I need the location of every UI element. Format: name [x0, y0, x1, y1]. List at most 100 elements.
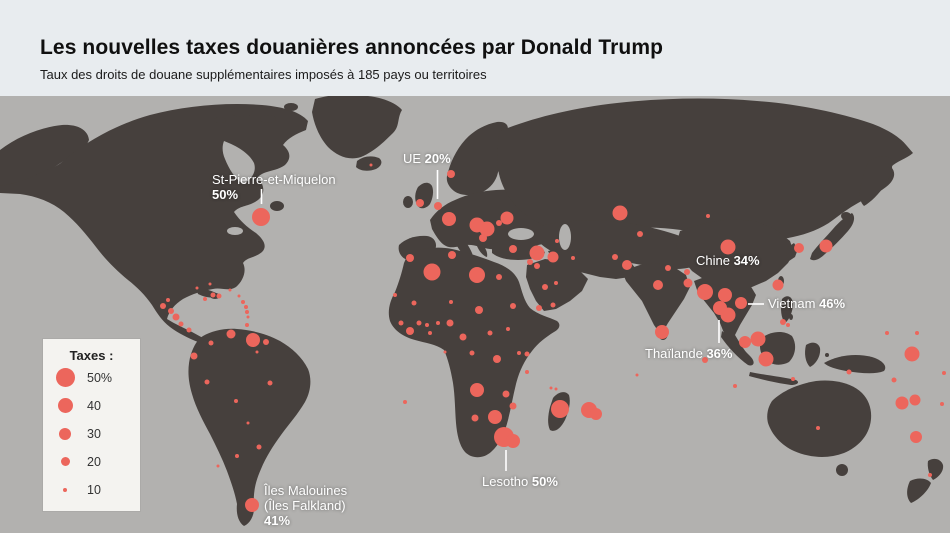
callout-line: St-Pierre-et-Miquelon: [212, 172, 336, 187]
tariff-circle: [235, 454, 239, 458]
tariff-circle: [940, 402, 944, 406]
hudson-bay: [222, 141, 255, 184]
tariff-circle: [448, 251, 456, 259]
tariff-circle: [525, 370, 529, 374]
tariff-circle: [885, 331, 889, 335]
legend-dot-cell: [43, 487, 87, 492]
tariff-circle: [720, 307, 736, 323]
legend-items: 50% 40 30 20 10: [43, 364, 140, 503]
tariff-circle: [267, 380, 273, 386]
tariff-circle: [786, 323, 790, 327]
black-sea: [508, 228, 534, 240]
landmass-alaska: [0, 124, 89, 188]
landmass-australia: [767, 380, 872, 457]
callout-line: Thaïlande 36%: [645, 346, 732, 361]
landmass-greece: [477, 243, 488, 257]
landmass-tasmania: [836, 464, 848, 476]
tariff-circle: [506, 434, 520, 448]
tariff-circle: [475, 306, 483, 314]
tariff-circle: [735, 297, 747, 309]
tariff-circle: [895, 396, 909, 410]
landmass-china: [676, 219, 794, 289]
legend-dot-cell: [43, 398, 87, 413]
tariff-circle: [228, 288, 232, 292]
tariff-circle: [216, 464, 220, 468]
tariff-circle: [772, 279, 784, 291]
tariff-circle: [819, 239, 833, 253]
landmass-india: [622, 263, 690, 335]
tariff-circle: [446, 319, 454, 327]
tariff-circle: [571, 256, 575, 260]
callout-label: Lesotho: [482, 474, 532, 489]
tariff-circle: [246, 333, 260, 347]
tariff-circle: [684, 269, 690, 275]
tariff-circle: [226, 329, 236, 339]
tariff-circle: [891, 377, 897, 383]
tariff-circle: [241, 300, 245, 304]
tariff-circle: [245, 498, 259, 512]
callout-line: Vietnam 46%: [768, 296, 845, 311]
tariff-circle: [208, 340, 214, 346]
tariff-circle: [488, 410, 502, 424]
tariff-circle: [204, 379, 210, 385]
callout-line: 50%: [212, 187, 336, 202]
landmass-new-guinea: [824, 355, 886, 374]
tariff-circle: [168, 308, 174, 314]
landmass-arctic-island: [284, 103, 298, 111]
tariff-circle: [509, 245, 517, 253]
tariff-circle: [655, 325, 669, 339]
callout-value: 50%: [531, 474, 558, 489]
tariff-circle: [637, 231, 643, 237]
landmass-arctic-island: [231, 107, 253, 117]
landmass-arabia: [526, 259, 588, 311]
legend-row: 10: [43, 476, 140, 503]
tariff-circle: [702, 357, 708, 363]
tariff-circle: [210, 292, 216, 298]
legend-label: 40: [87, 398, 101, 413]
callout-label: (Îles Falkland): [264, 498, 346, 513]
tariff-circle: [496, 220, 502, 226]
tariff-circle: [403, 400, 407, 404]
callout-lesotho: Lesotho 50%: [482, 474, 558, 489]
tariff-circle: [846, 369, 852, 375]
landmass-moluccas: [825, 353, 829, 357]
tariff-circle: [256, 444, 262, 450]
tariff-circle: [791, 377, 795, 381]
tariff-circle: [423, 263, 441, 281]
callout-label: UE: [403, 151, 425, 166]
tariff-circle: [739, 336, 751, 348]
world-map-svg: [0, 96, 946, 526]
callout-label: Thaïlande: [645, 346, 707, 361]
tariff-circle: [554, 281, 558, 285]
callout-value: 36%: [706, 346, 733, 361]
legend-dot-cell: [43, 368, 87, 387]
tariff-circle: [547, 251, 559, 263]
tariff-circle: [393, 293, 397, 297]
tariff-circle: [517, 351, 521, 355]
tariff-circle: [425, 323, 429, 327]
tariff-circle: [942, 371, 946, 375]
tariff-circle: [750, 331, 766, 347]
tariff-circle: [469, 350, 475, 356]
tariff-circle: [449, 300, 453, 304]
tariff-circle: [706, 214, 710, 218]
tariff-circle: [237, 294, 241, 298]
tariff-circle: [502, 390, 510, 398]
tariff-circle: [160, 303, 166, 309]
tariff-circle: [411, 300, 417, 306]
tariff-circle: [479, 221, 495, 237]
tariff-circle: [246, 315, 250, 319]
legend-dot-cell: [43, 427, 87, 440]
landmass-russia: [497, 98, 913, 241]
tariff-circle: [683, 278, 693, 288]
legend-row: 40: [43, 392, 140, 419]
landmass-arctic-island: [214, 117, 226, 123]
tariff-circle: [794, 243, 804, 253]
landmass-sumatra: [721, 331, 754, 366]
legend-row: 30: [43, 420, 140, 447]
tariff-circle: [245, 323, 249, 327]
callout-line: UE 20%: [403, 151, 451, 166]
landmass-south-america: [188, 328, 311, 526]
tariff-circle: [190, 352, 198, 360]
tariff-circle: [506, 327, 510, 331]
